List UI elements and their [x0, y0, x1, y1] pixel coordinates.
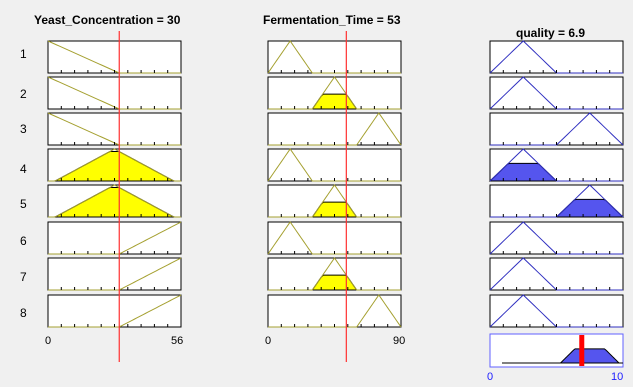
plot-box	[47, 221, 182, 255]
rule-number[interactable]: 8	[20, 306, 27, 320]
output-range-max: 10	[611, 371, 624, 383]
rule-number[interactable]: 6	[20, 234, 27, 248]
output-header: quality = 6.9	[516, 26, 586, 40]
plot-box	[489, 257, 624, 291]
plot-box	[489, 294, 624, 328]
rule-number[interactable]: 7	[20, 270, 27, 284]
rule-number[interactable]: 5	[20, 197, 27, 211]
plot-box	[47, 40, 182, 74]
plot-box	[267, 112, 402, 146]
membership-function	[48, 148, 181, 182]
plot-box	[489, 76, 624, 110]
input2-range-min: 0	[265, 335, 272, 347]
input1-header: Yeast_Concentration = 30	[34, 13, 181, 27]
output-range-min: 0	[487, 371, 494, 383]
input1-range-min: 0	[45, 335, 52, 347]
rule-number[interactable]: 2	[20, 87, 27, 101]
plot-box	[47, 76, 182, 110]
plot-box	[489, 112, 624, 146]
plot-box	[489, 40, 624, 74]
rule-number[interactable]: 4	[20, 162, 27, 176]
input1-range-max: 56	[171, 335, 184, 347]
plot-box	[47, 257, 182, 291]
rule-number[interactable]: 1	[20, 47, 27, 61]
aggregated-output	[502, 348, 623, 364]
membership-function	[268, 257, 401, 291]
input2-range-max: 90	[393, 335, 406, 347]
membership-function	[48, 184, 181, 218]
input2-header: Fermentation_Time = 53	[263, 13, 401, 27]
membership-function	[268, 184, 401, 218]
membership-function	[268, 76, 401, 110]
plot-box	[267, 221, 402, 255]
rule-number[interactable]: 3	[20, 122, 27, 136]
plot-box	[489, 221, 624, 255]
plot-box	[267, 294, 402, 328]
plot-box	[47, 112, 182, 146]
plot-box	[47, 294, 182, 328]
plot-box	[267, 40, 402, 74]
plot-box	[267, 148, 402, 182]
